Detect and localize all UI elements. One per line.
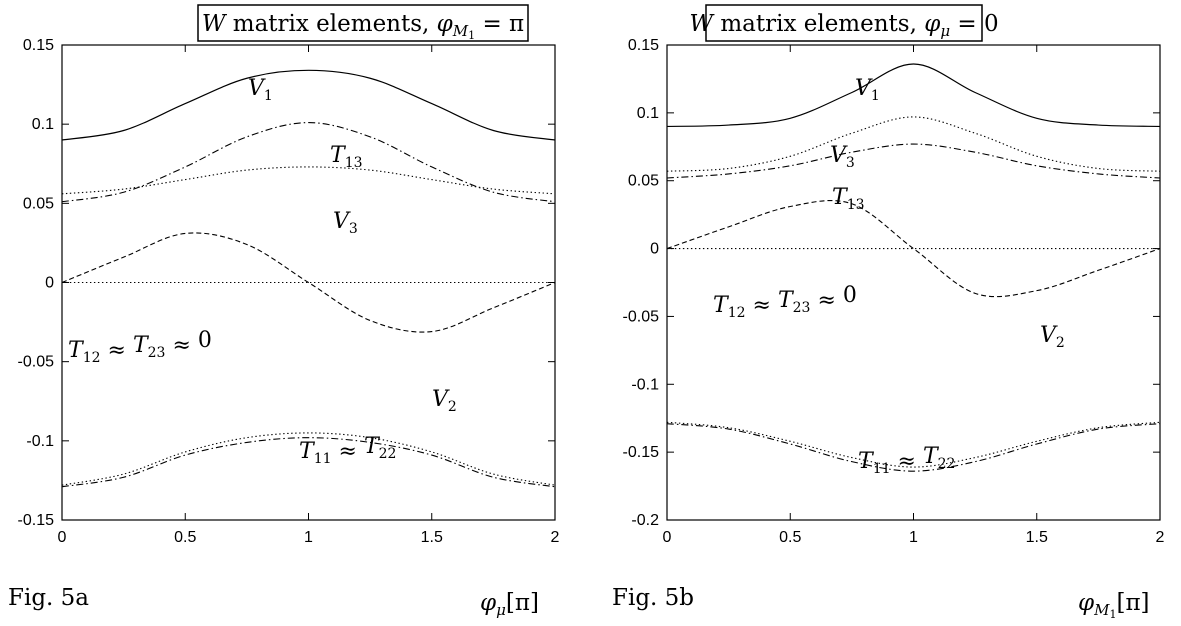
y-tick-label: -0.05: [623, 308, 660, 325]
annotation-T12: T12 ≈ T23 ≈ 0: [68, 328, 212, 366]
annotation-V2: V2: [1040, 323, 1065, 351]
x-tick-label: 1.5: [421, 529, 443, 546]
x-tick-label: 0: [663, 529, 672, 546]
annotation-T11: T11 ≈ T22: [858, 444, 955, 477]
series-line-T11: [666, 421, 1161, 468]
y-tick-label: 0.15: [628, 37, 659, 54]
y-tick-label: 0.05: [23, 195, 54, 212]
chart-title: W matrix elements, φM1 = π: [202, 11, 524, 42]
x-tick-label: 1: [909, 529, 918, 546]
x-tick-label: 0.5: [779, 529, 801, 546]
chart-0: -0.15 -0.1 -0.05 0 0.05 0.1 0.15 0 0.5 1 1.5 2 W mat…: [8, 4, 560, 619]
x-axis-label: φM1[π]: [1078, 590, 1150, 621]
title-box: [197, 4, 529, 42]
annotation-T13: T13: [330, 143, 363, 171]
figure-label: Fig. 5a: [8, 585, 89, 611]
series-line-V1: [666, 63, 1161, 128]
x-axis-label: φμ[π]: [480, 590, 539, 619]
y-tick-label: -0.15: [18, 512, 55, 529]
y-tick-label: 0.05: [628, 173, 659, 190]
series-line-V3: [61, 166, 556, 195]
series-line-V1: [61, 69, 556, 141]
y-tick-label: -0.2: [631, 512, 659, 529]
annotation-T13: T13: [832, 185, 865, 213]
y-tick-label: -0.1: [26, 433, 54, 450]
chart-1: -0.2 -0.15 -0.1 -0.05 0 0.05 0.1 0.15 0 0.5 1 1.5 2 W…: [612, 4, 1165, 621]
y-tick-label: -0.05: [18, 354, 55, 371]
y-tick-label: 0: [650, 241, 659, 258]
annotation-T11: T11 ≈ T22: [299, 434, 396, 467]
annotation-V1: V1: [248, 76, 273, 104]
y-tick-label: -0.1: [631, 376, 659, 393]
y-tick-label: 0.15: [23, 37, 54, 54]
y-tick-label: 0.1: [32, 116, 54, 133]
annotation-V3: V3: [830, 143, 855, 171]
annotation-V3: V3: [333, 209, 358, 237]
series-line-V3: [666, 116, 1161, 172]
series-line-V2: [61, 232, 556, 333]
series-line-T11: [61, 432, 556, 486]
x-tick-label: 1.5: [1026, 529, 1048, 546]
series-line-T13: [666, 143, 1161, 179]
x-tick-label: 2: [551, 529, 560, 546]
annotation-V1: V1: [855, 76, 880, 104]
chart-title: W matrix elements, φμ = 0: [689, 11, 998, 40]
x-tick-label: 0.5: [174, 529, 196, 546]
series-line-T22: [666, 423, 1161, 472]
x-tick-label: 1: [304, 529, 313, 546]
title-box: [705, 4, 983, 42]
series-line-T22: [61, 437, 556, 488]
x-tick-label: 2: [1156, 529, 1165, 546]
x-tick-label: 0: [58, 529, 67, 546]
annotation-T12: T12 ≈ T23 ≈ 0: [713, 283, 857, 321]
y-tick-label: 0: [45, 275, 54, 292]
figure-label: Fig. 5b: [612, 585, 694, 611]
y-tick-label: -0.15: [623, 444, 660, 461]
y-tick-label: 0.1: [637, 105, 659, 122]
series-line-T13: [61, 122, 556, 203]
series-line-V2: [666, 199, 1161, 298]
annotation-V2: V2: [432, 387, 457, 415]
